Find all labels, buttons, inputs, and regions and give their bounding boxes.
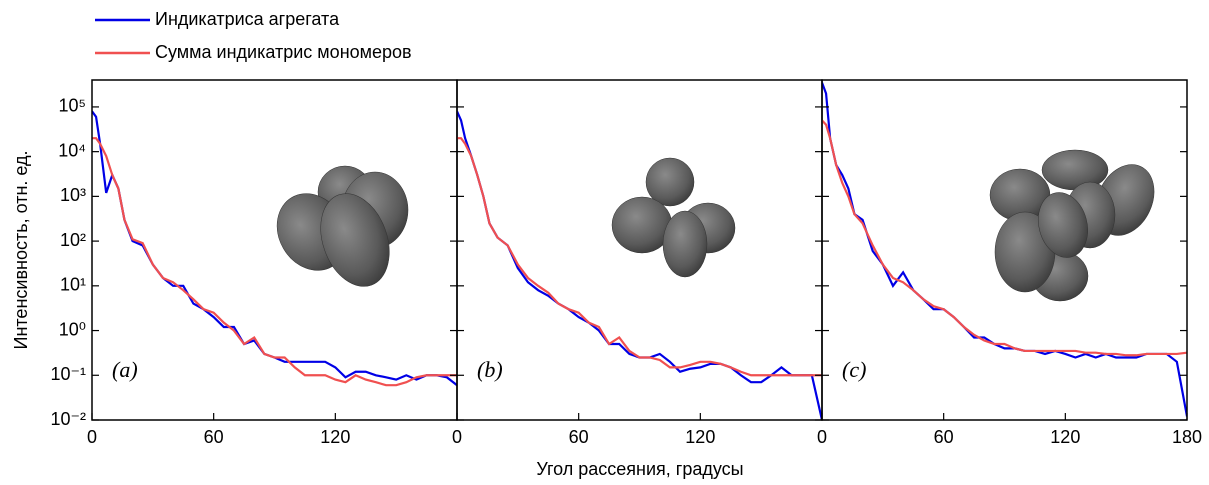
series-line <box>822 82 1187 417</box>
panel-label: (a) <box>112 357 138 382</box>
y-tick-label: 10² <box>60 230 86 250</box>
series-line <box>92 110 457 387</box>
y-tick-label: 10⁵ <box>59 96 86 116</box>
x-tick-label: 0 <box>817 427 827 447</box>
y-tick-label: 10⁻¹ <box>50 364 86 384</box>
x-tick-label: 120 <box>320 427 350 447</box>
legend-label: Сумма индикатрис мономеров <box>155 42 412 62</box>
y-tick-label: 10⁴ <box>58 140 86 160</box>
series-line <box>92 137 457 387</box>
series-line <box>822 119 1187 357</box>
panel-label: (b) <box>477 357 503 382</box>
series-line <box>457 137 822 377</box>
aggregate-a <box>276 165 409 287</box>
x-tick-label: 60 <box>204 427 224 447</box>
y-tick-label: 10¹ <box>60 275 86 295</box>
x-tick-label: 60 <box>569 427 589 447</box>
x-tick-label: 0 <box>452 427 462 447</box>
aggregate-c <box>989 149 1155 302</box>
plot-frame <box>821 79 1188 421</box>
x-axis-label: Угол рассеяния, градусы <box>536 459 743 479</box>
x-tick-label: 0 <box>87 427 97 447</box>
panel-label: (c) <box>842 357 866 382</box>
y-axis-label: Интенсивность, отн. ед. <box>11 151 31 350</box>
series-line <box>457 110 822 420</box>
legend-label: Индикатриса агрегата <box>155 9 340 29</box>
x-tick-label: 180 <box>1172 427 1202 447</box>
y-tick-label: 10⁻² <box>50 409 86 429</box>
y-tick-label: 10³ <box>60 185 86 205</box>
aggregate-b <box>611 157 736 278</box>
x-tick-label: 60 <box>934 427 954 447</box>
y-tick-label: 10⁰ <box>59 319 86 339</box>
x-tick-label: 120 <box>685 427 715 447</box>
x-tick-label: 120 <box>1050 427 1080 447</box>
